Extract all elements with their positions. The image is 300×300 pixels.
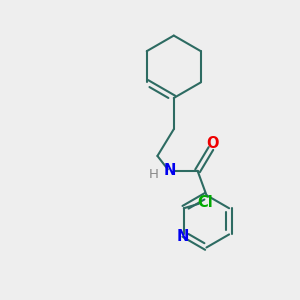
Text: N: N — [163, 163, 176, 178]
Text: Cl: Cl — [197, 195, 212, 210]
Text: H: H — [149, 168, 159, 181]
Text: N: N — [176, 229, 188, 244]
Text: O: O — [206, 136, 219, 151]
